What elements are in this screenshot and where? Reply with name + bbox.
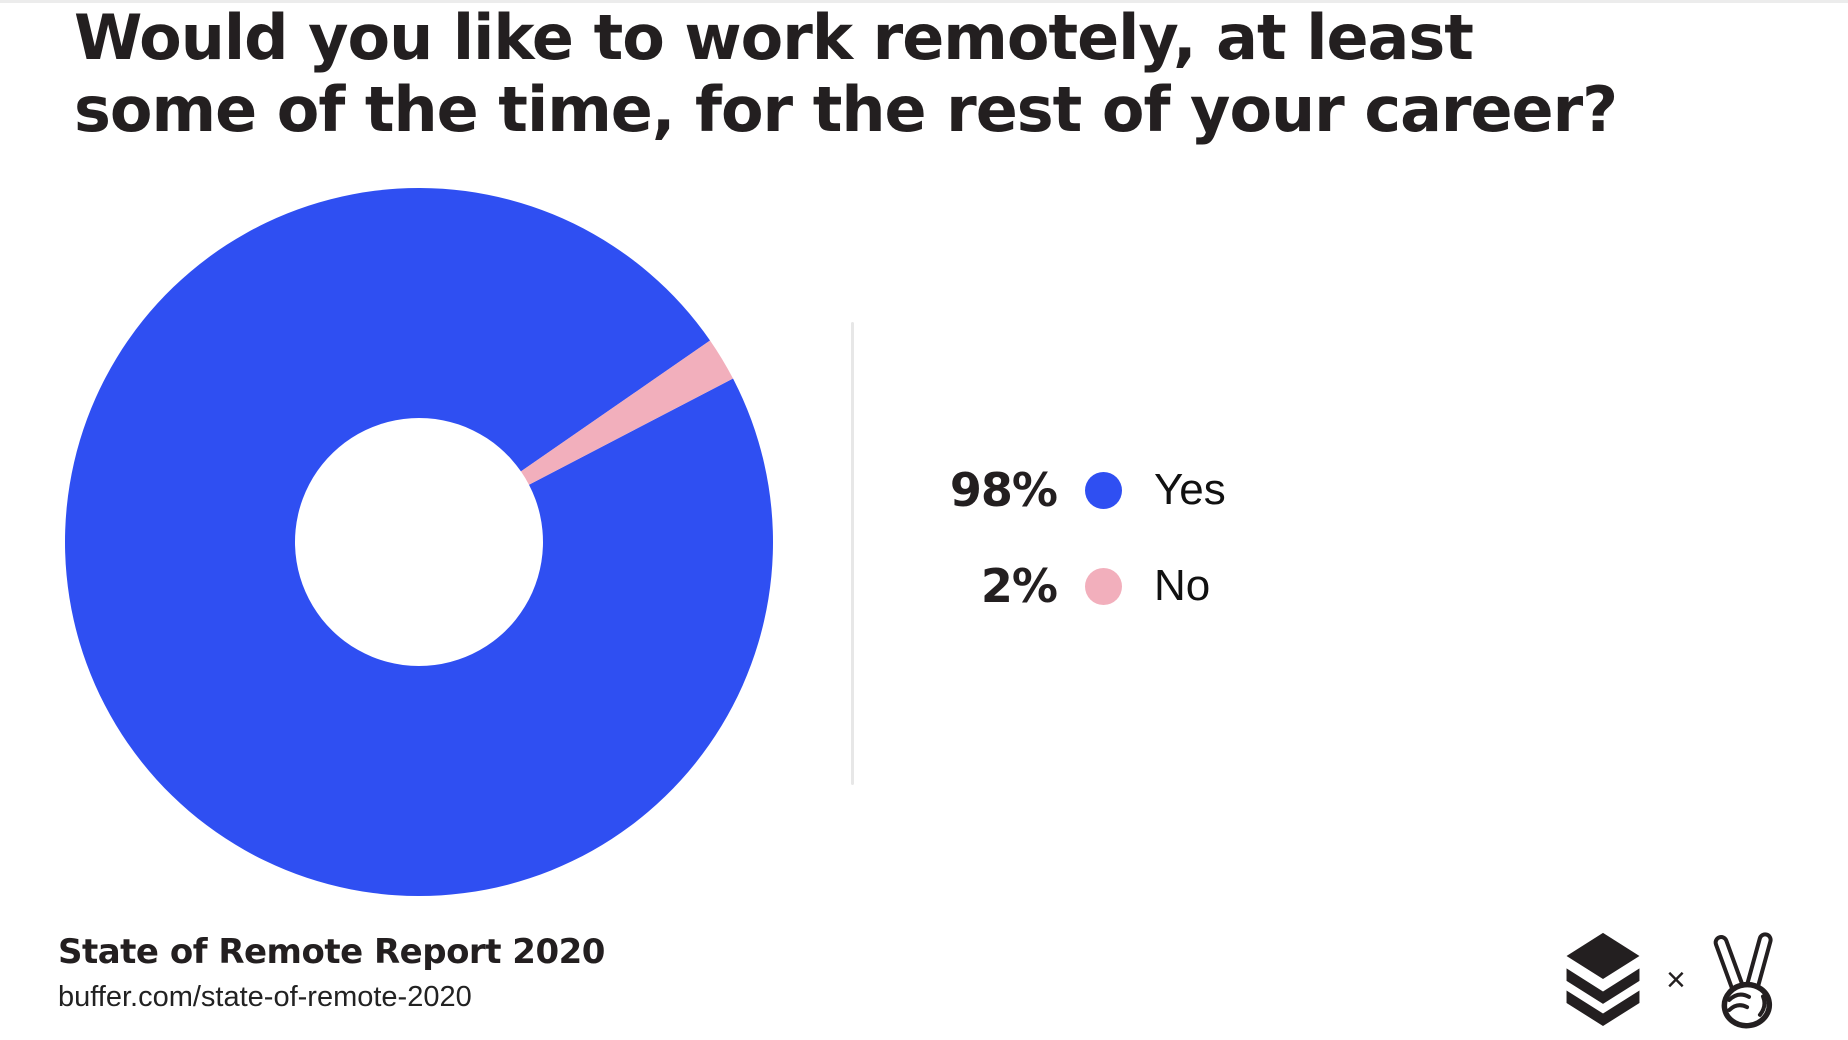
legend-row-no: 2% No [925, 559, 1226, 613]
source-url: buffer.com/state-of-remote-2020 [58, 981, 472, 1013]
top-hairline [0, 0, 1848, 3]
source-title: State of Remote Report 2020 [58, 932, 605, 972]
donut-slice-yes [65, 188, 774, 897]
vertical-divider [851, 322, 854, 785]
legend-row-yes: 98% Yes [925, 463, 1226, 517]
source-block: State of Remote Report 2020 buffer.com/s… [58, 930, 605, 1016]
page-title-line2: some of the time, for the rest of your c… [74, 73, 1618, 146]
peace-hand-logo-icon [1713, 932, 1773, 1029]
donut-chart [65, 188, 774, 897]
legend-value-yes: 98% [949, 463, 1058, 517]
buffer-layers-logo-icon [1566, 932, 1640, 1026]
collab-x-separator: × [1666, 960, 1686, 999]
page-title: Would you like to work remotely, at leas… [74, 1, 1618, 146]
page-title-line1: Would you like to work remotely, at leas… [74, 1, 1474, 74]
legend-dot-yes-icon [1085, 471, 1122, 509]
branding-block: × [1564, 926, 1784, 1030]
legend-value-no: 2% [980, 559, 1058, 613]
legend-label-no: No [1154, 561, 1211, 610]
legend-dot-no-icon [1085, 567, 1122, 605]
donut-slice-no [520, 340, 733, 485]
legend-label-yes: Yes [1154, 465, 1226, 514]
chart-legend: 98% Yes 2% No [925, 463, 1226, 613]
